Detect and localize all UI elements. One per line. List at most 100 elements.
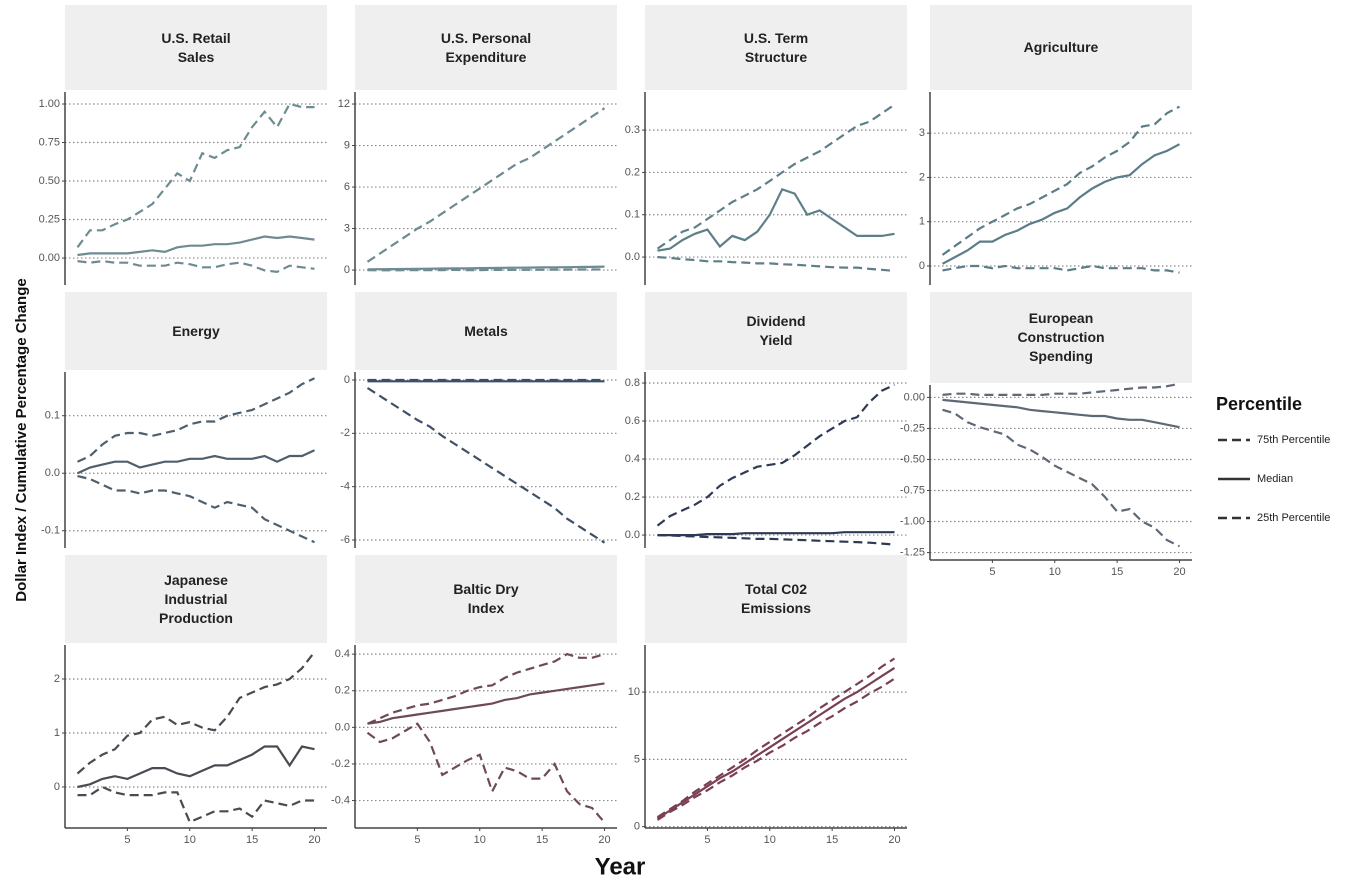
y-tick-label: 2 [919, 171, 925, 183]
x-tick-label: 5 [414, 834, 420, 846]
y-tick-label: -0.50 [900, 453, 925, 465]
panel-title: U.S. Personal Expenditure [440, 29, 532, 65]
strip [645, 292, 907, 370]
series-line [656, 383, 895, 527]
panel-title: Total C02 Emissions [740, 581, 812, 616]
x-tick-label: 15 [1111, 566, 1123, 578]
series-line [942, 398, 1180, 429]
strip [930, 5, 1192, 90]
series-line [77, 377, 315, 463]
x-tick-label: 20 [888, 834, 900, 846]
series-line [366, 387, 606, 544]
y-tick-label: -0.4 [331, 794, 350, 806]
strip [645, 5, 907, 90]
x-axis-label: Year [595, 853, 646, 880]
strip [65, 555, 327, 643]
y-tick-label: -0.25 [900, 422, 925, 434]
x-tick-label: 20 [308, 834, 320, 846]
y-tick-label: 0.00 [39, 252, 60, 264]
series-line [366, 107, 606, 263]
y-tick-label: 0.4 [625, 453, 640, 465]
y-tick-label: 0.00 [904, 391, 925, 403]
series-line [941, 105, 1181, 256]
panel-title: Japanese Industrial Production [159, 571, 233, 626]
y-tick-label: 1 [54, 727, 60, 739]
y-tick-label: 0 [344, 264, 350, 276]
y-tick-label: 0.75 [39, 136, 60, 148]
y-tick-label: 6 [344, 181, 350, 193]
panel-title: U.S. Retail Sales [161, 29, 231, 65]
series-line [367, 652, 605, 725]
legend-title: Percentile [1216, 394, 1302, 414]
panel-title: Energy [172, 322, 220, 339]
series-line [77, 785, 315, 824]
series-line [942, 264, 1180, 274]
legend-label: 25th Percentile [1257, 512, 1330, 524]
strip [355, 555, 617, 643]
series-line [656, 103, 896, 250]
x-tick-label: 20 [1173, 566, 1185, 578]
y-tick-label: 0 [344, 374, 350, 386]
series-line [941, 143, 1181, 265]
y-tick-label: 0.25 [39, 213, 60, 225]
legend-label: 75th Percentile [1257, 434, 1330, 446]
y-tick-label: -2 [340, 427, 350, 439]
y-tick-label: 9 [344, 139, 350, 151]
y-tick-label: -0.1 [41, 525, 60, 537]
series-line [77, 449, 315, 475]
y-tick-label: 0.2 [335, 685, 350, 697]
y-tick-label: -4 [340, 481, 350, 493]
series-line [657, 531, 895, 537]
series-line [657, 187, 895, 252]
series-line [367, 682, 605, 725]
y-tick-label: 0.2 [625, 491, 640, 503]
series-line [942, 382, 1180, 396]
y-axis-label: Dollar Index / Cumulative Percentage Cha… [13, 278, 30, 601]
series-line [77, 475, 315, 544]
y-tick-label: 0.4 [335, 648, 350, 660]
y-tick-label: 0 [634, 821, 640, 833]
y-tick-label: 0.1 [45, 410, 60, 422]
series-line [366, 722, 606, 824]
series-line [657, 534, 895, 546]
series-line [76, 102, 315, 248]
y-tick-label: 0.6 [625, 415, 640, 427]
panel-title: Baltic Dry Index [453, 581, 519, 616]
series-line [77, 745, 315, 789]
strip [65, 5, 327, 90]
y-tick-label: 0.0 [45, 467, 60, 479]
y-tick-label: 1.00 [39, 98, 60, 110]
series-line [367, 265, 605, 271]
series-line [656, 666, 896, 820]
x-tick-label: 5 [124, 834, 130, 846]
strip [355, 5, 617, 90]
x-tick-label: 5 [704, 834, 710, 846]
panel-title: Agriculture [1023, 39, 1099, 55]
y-tick-label: 0 [54, 781, 60, 793]
panel-title: European Construction Spending [1017, 310, 1105, 364]
y-tick-label: -0.2 [331, 758, 350, 770]
y-tick-label: 0.2 [625, 166, 640, 178]
y-tick-label: -1.00 [900, 515, 925, 527]
y-tick-label: 0.0 [625, 251, 640, 263]
y-tick-label: 0.0 [335, 721, 350, 733]
legend-label: Median [1257, 473, 1293, 485]
x-tick-label: 15 [826, 834, 838, 846]
y-tick-label: 0.50 [39, 175, 60, 187]
y-tick-label: 0.1 [625, 209, 640, 221]
y-tick-label: 5 [634, 753, 640, 765]
y-tick-label: 0.0 [625, 529, 640, 541]
strip [930, 292, 1192, 383]
x-tick-label: 20 [598, 834, 610, 846]
x-tick-label: 10 [764, 834, 776, 846]
panel-title: Dividend Yield [746, 313, 806, 348]
x-tick-label: 10 [1049, 566, 1061, 578]
x-tick-label: 5 [989, 566, 995, 578]
x-tick-label: 15 [536, 834, 548, 846]
x-tick-label: 10 [474, 834, 486, 846]
series-line [656, 677, 896, 821]
y-tick-label: 0 [919, 260, 925, 272]
y-tick-label: 2 [54, 673, 60, 685]
